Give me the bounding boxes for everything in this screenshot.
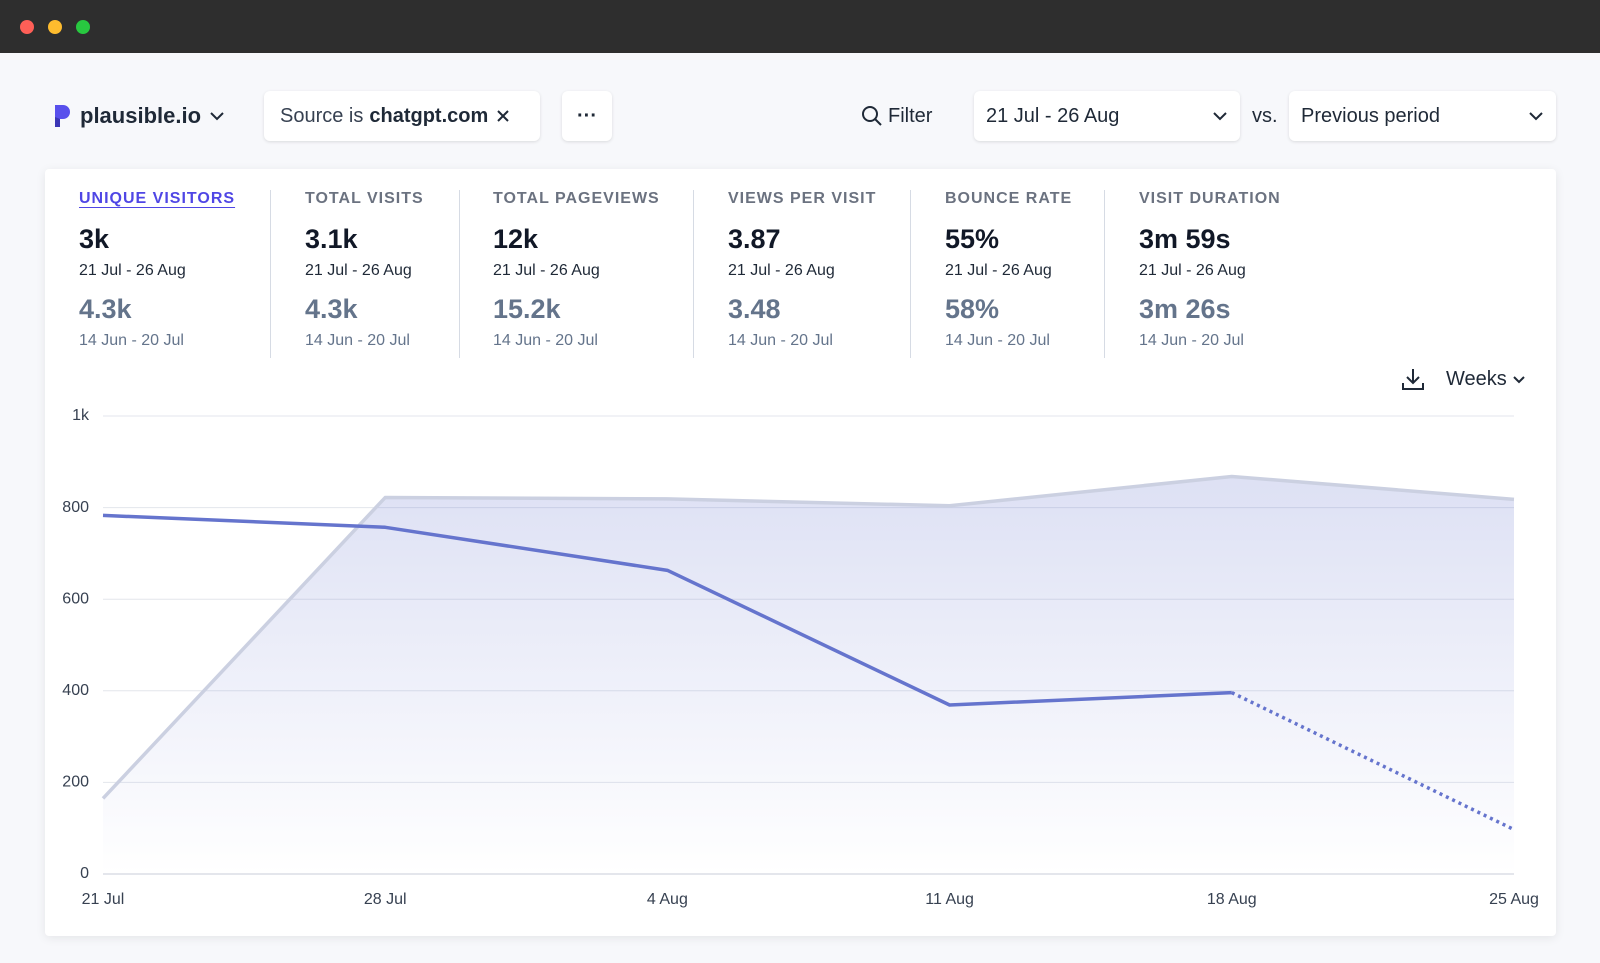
- more-button[interactable]: ···: [562, 91, 612, 141]
- y-tick-label: 400: [62, 682, 89, 699]
- filter-prefix: Source is: [280, 104, 364, 127]
- metric-label: UNIQUE VISITORS: [79, 190, 236, 207]
- comparison-picker[interactable]: Previous period: [1289, 91, 1556, 141]
- vs-label: vs.: [1252, 101, 1278, 131]
- metric-period: 21 Jul - 26 Aug: [305, 262, 412, 279]
- metric-label: VISIT DURATION: [1139, 190, 1281, 207]
- metric-period: 21 Jul - 26 Aug: [79, 262, 186, 279]
- download-button[interactable]: [1400, 366, 1428, 392]
- line: [101, 474, 1515, 800]
- metric-previous-value: 58%: [945, 294, 1000, 324]
- metric[interactable]: TOTAL PAGEVIEWS 12k 21 Jul - 26 Aug 15.2k 14…: [493, 190, 660, 350]
- y-tick-label: 1k: [72, 407, 90, 424]
- x-tick-label: 11 Aug: [925, 891, 974, 908]
- metric[interactable]: TOTAL VISITS 3.1k 21 Jul - 26 Aug 4.3k 14 Ju…: [305, 190, 424, 350]
- close-button[interactable]: [20, 20, 34, 34]
- metric-previous-period: 14 Jun - 20 Jul: [945, 332, 1050, 349]
- metric-previous-period: 14 Jun - 20 Jul: [1139, 332, 1244, 349]
- filter-button[interactable]: Filter: [860, 101, 932, 131]
- metric-period: 21 Jul - 26 Aug: [493, 262, 600, 279]
- metric-value: 3k: [79, 224, 110, 254]
- logo: [55, 105, 70, 127]
- metric-value: 55%: [945, 224, 1000, 254]
- metric-previous-period: 14 Jun - 20 Jul: [305, 332, 410, 349]
- comparison-label: Previous period: [1301, 104, 1440, 127]
- metric[interactable]: BOUNCE RATE 55% 21 Jul - 26 Aug 58% 14 Jun -…: [945, 190, 1072, 350]
- y-tick-label: 800: [62, 499, 89, 516]
- chevron: [210, 112, 224, 121]
- metric-previous-value: 4.3k: [305, 294, 358, 324]
- chevron: [1213, 112, 1227, 121]
- window-controls: [20, 20, 90, 34]
- metric-previous-period: 14 Jun - 20 Jul: [728, 332, 833, 349]
- x-tick-label: 25 Aug: [1489, 891, 1539, 908]
- minimize-button[interactable]: [48, 20, 62, 34]
- divider: [1104, 190, 1105, 358]
- divider: [693, 190, 694, 358]
- date-range: 21 Jul - 26 Aug: [986, 104, 1120, 127]
- metric-value: 12k: [493, 224, 539, 254]
- metric[interactable]: UNIQUE VISITORS 3k 21 Jul - 26 Aug 4.3k 14 J…: [79, 190, 235, 350]
- metric-previous-value: 3.48: [728, 294, 781, 324]
- metric-previous-period: 14 Jun - 20 Jul: [79, 332, 184, 349]
- metric-previous-value: 15.2k: [493, 294, 561, 324]
- filter-value: chatgpt.com: [369, 104, 489, 127]
- search-icon: [862, 106, 882, 126]
- area: [103, 476, 1514, 874]
- metric-value: 3m 59s: [1139, 224, 1231, 254]
- chart-controls: Weeks: [1400, 364, 1531, 394]
- metric-previous-value: 4.3k: [79, 294, 132, 324]
- metric-label: TOTAL PAGEVIEWS: [493, 190, 660, 207]
- metric-previous-period: 14 Jun - 20 Jul: [493, 332, 598, 349]
- metric-previous-value: 3m 26s: [1139, 294, 1231, 324]
- remove-filter[interactable]: [488, 106, 518, 126]
- metric-period: 21 Jul - 26 Aug: [945, 262, 1052, 279]
- metric-period: 21 Jul - 26 Aug: [1139, 262, 1246, 279]
- y-tick-label: 200: [62, 774, 89, 791]
- line: [102, 513, 1232, 707]
- chevron: [1513, 376, 1525, 384]
- metric-label: VIEWS PER VISIT: [728, 190, 877, 207]
- metric-value: 3.1k: [305, 224, 358, 254]
- metric-label: TOTAL VISITS: [305, 190, 424, 207]
- maximize-button[interactable]: [76, 20, 90, 34]
- site-switcher[interactable]: plausible.io: [52, 100, 231, 132]
- filter-pill[interactable]: Source is chatgpt.com: [264, 91, 540, 141]
- metric[interactable]: VISIT DURATION 3m 59s 21 Jul - 26 Aug 3m 26…: [1139, 190, 1281, 350]
- metric[interactable]: VIEWS PER VISIT 3.87 21 Jul - 26 Aug 3.48 14…: [728, 190, 876, 350]
- date-picker[interactable]: 21 Jul - 26 Aug: [974, 91, 1240, 141]
- x-tick-label: 28 Jul: [364, 891, 407, 908]
- filter-label: Filter: [888, 104, 933, 127]
- x-tick-label: 21 Jul: [82, 891, 125, 908]
- metric-value: 3.87: [728, 224, 781, 254]
- more-label: ···: [577, 104, 597, 127]
- divider: [459, 190, 460, 358]
- site-name: plausible.io: [80, 103, 202, 128]
- metric-period: 21 Jul - 26 Aug: [728, 262, 835, 279]
- incomplete-line: [1231, 691, 1515, 832]
- metric-label: BOUNCE RATE: [945, 190, 1073, 207]
- x-tick-label: 4 Aug: [647, 891, 688, 908]
- divider: [910, 190, 911, 358]
- x-tick-label: 18 Aug: [1207, 891, 1257, 908]
- y-tick-label: 0: [80, 865, 89, 882]
- chevron: [1529, 112, 1543, 121]
- y-tick-label: 600: [62, 590, 89, 607]
- title-bar: [0, 0, 1600, 53]
- vs-text: vs.: [1252, 104, 1278, 127]
- divider: [270, 190, 271, 358]
- interval-picker[interactable]: Weeks: [1446, 367, 1507, 390]
